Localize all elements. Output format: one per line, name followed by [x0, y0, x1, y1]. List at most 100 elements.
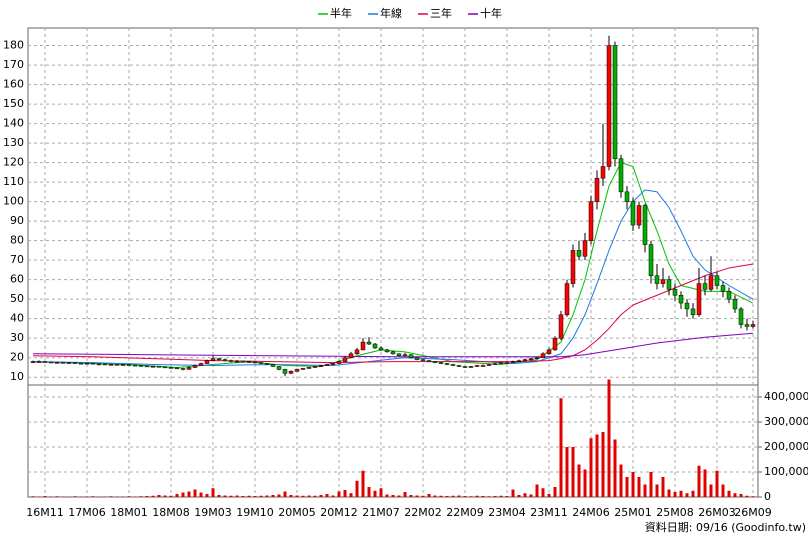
volume-bar: [205, 494, 209, 497]
y-tick-label: 130: [3, 136, 24, 149]
candle-body: [420, 359, 426, 361]
volume-bar: [559, 398, 563, 497]
candle-body: [252, 361, 258, 364]
candle-body: [90, 362, 96, 365]
candle-body: [354, 349, 360, 355]
candle-body: [720, 285, 726, 292]
volume-bar: [127, 496, 131, 497]
candle-body: [174, 367, 180, 370]
candle-body: [570, 250, 576, 284]
candle-body: [60, 362, 66, 364]
volume-bar: [703, 469, 707, 497]
y-tick-label: 120: [3, 156, 24, 169]
candle-body: [528, 358, 534, 360]
candle-body: [210, 358, 216, 361]
candle-body: [660, 279, 666, 284]
volume-bar: [223, 495, 227, 497]
volume-bar: [115, 496, 119, 497]
candle-body: [468, 366, 474, 368]
volume-bar: [721, 484, 725, 497]
volume-bar: [655, 484, 659, 497]
volume-bar: [511, 489, 515, 497]
volume-bar: [631, 472, 635, 497]
volume-bar: [571, 447, 575, 497]
y-tick-label: 180: [3, 39, 24, 52]
volume-bar: [391, 495, 395, 497]
candle-body: [480, 365, 486, 367]
y-tick-label: 10: [10, 370, 24, 383]
candle-body: [402, 354, 408, 357]
candle-body: [42, 361, 48, 363]
volume-bar: [697, 465, 701, 497]
volume-bar: [739, 494, 743, 497]
candle-body: [258, 362, 264, 364]
volume-bar: [457, 495, 461, 497]
candle-body: [78, 362, 84, 365]
volume-bar: [295, 495, 299, 497]
x-tick-label: 19M03: [194, 506, 232, 519]
candle-body: [144, 365, 150, 368]
volume-bar: [439, 495, 443, 497]
candle-body: [732, 298, 738, 310]
candle-body: [642, 205, 648, 245]
legend-label: 年線: [380, 6, 402, 20]
volume-bar: [325, 494, 329, 497]
x-tick-label: 20M12: [320, 506, 358, 519]
candle-body: [618, 158, 624, 193]
candle-body: [168, 367, 174, 369]
volume-bar: [349, 493, 353, 497]
candle-body: [396, 353, 402, 356]
volume-bar: [463, 496, 467, 497]
candle-body: [624, 191, 630, 202]
volume-bar: [253, 496, 257, 497]
candle-body: [378, 347, 384, 351]
volume-bar: [661, 477, 665, 497]
candle-body: [576, 250, 582, 257]
volume-bar: [229, 495, 233, 497]
volume-bar: [307, 495, 311, 497]
candle-body: [306, 367, 312, 369]
candle-body: [126, 364, 132, 366]
y-tick-label: 70: [10, 253, 24, 266]
x-tick-label: 25M08: [656, 506, 694, 519]
volume-bar: [679, 490, 683, 497]
candle-body: [240, 360, 246, 363]
footer: 資料日期: 09/16 (Goodinfo.tw): [645, 520, 806, 534]
candle-body: [198, 363, 204, 366]
candle-body: [276, 366, 282, 370]
volume-bar: [139, 496, 143, 497]
legend-label: 十年: [480, 6, 502, 20]
volume-bar: [151, 495, 155, 497]
candle-body: [432, 361, 438, 363]
volume-bar: [277, 494, 281, 497]
volume-bar: [505, 496, 509, 497]
volume-bar: [613, 439, 617, 497]
volume-bar: [541, 488, 545, 497]
volume-bar: [241, 496, 245, 497]
candle-body: [294, 369, 300, 372]
volume-bar: [121, 496, 125, 497]
volume-bar: [85, 496, 89, 497]
volume-bar: [577, 464, 581, 497]
y-tick-label: 60: [10, 273, 24, 286]
volume-bar: [313, 495, 317, 497]
volume-bar: [385, 494, 389, 497]
volume-bar: [421, 495, 425, 497]
candle-body: [636, 205, 642, 226]
candle-body: [552, 337, 558, 351]
volume-bar: [217, 495, 221, 497]
volume-bar: [355, 480, 359, 497]
candle-body: [228, 360, 234, 362]
volume-bar: [43, 496, 47, 497]
candle-body: [312, 366, 318, 368]
volume-bar: [553, 487, 557, 497]
candle-body: [150, 366, 156, 368]
volume-bar: [55, 496, 59, 497]
volume-bar: [583, 469, 587, 497]
candle-body: [330, 363, 336, 365]
x-tick-label: 20M05: [278, 506, 316, 519]
volume-bar: [301, 495, 305, 497]
candle-body: [72, 362, 78, 364]
volume-bar: [367, 487, 371, 497]
